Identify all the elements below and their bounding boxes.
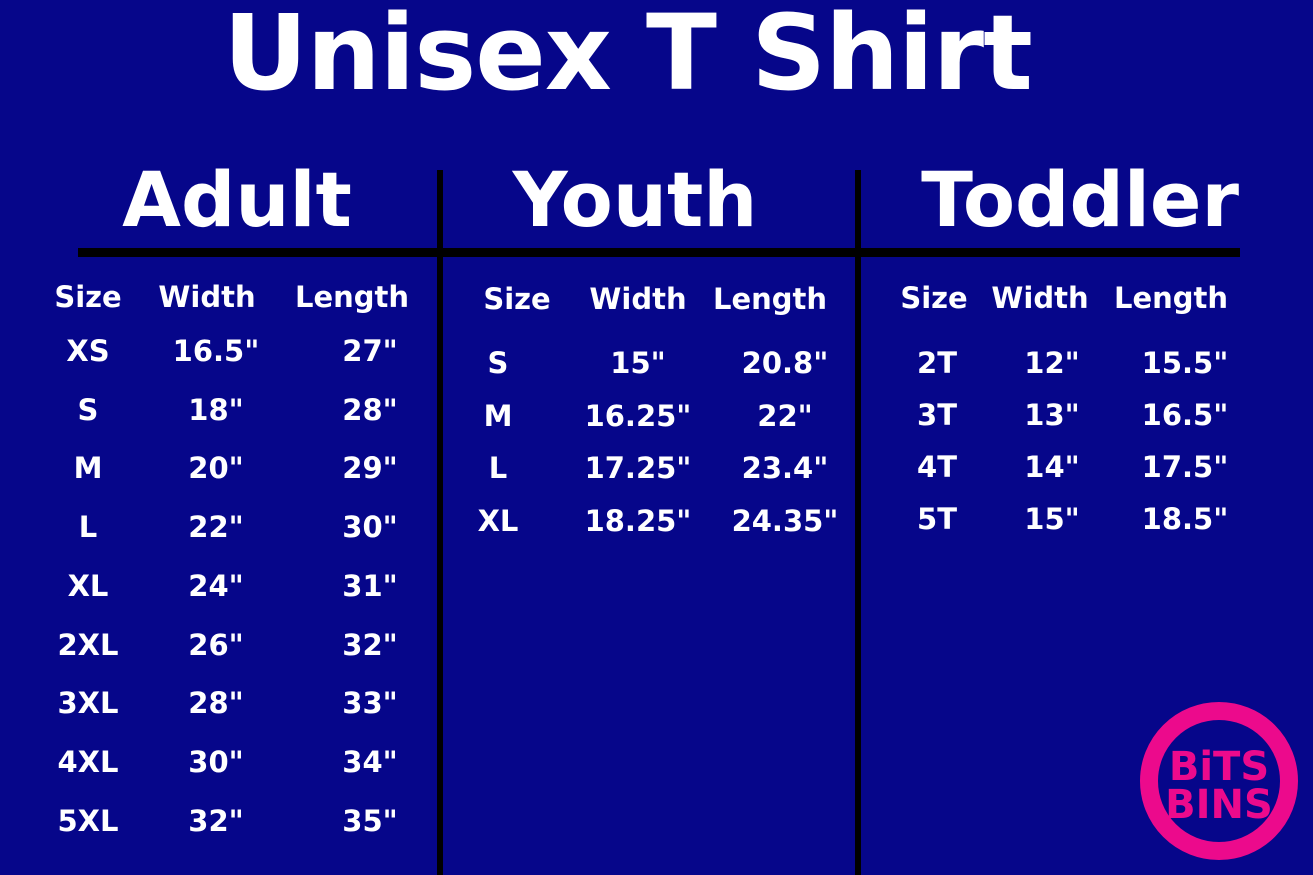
cell-size: 3XL: [57, 686, 119, 721]
bits-bins-logo: BiTS BINS: [1140, 702, 1298, 860]
section-title-toddler: Toddler: [921, 155, 1239, 244]
logo-text-line2: BINS: [1165, 782, 1273, 828]
cell-length: 31": [342, 568, 398, 603]
cell-length: 23.4": [741, 451, 829, 485]
cell-length: 33": [342, 686, 398, 721]
cell-size: 5XL: [57, 803, 119, 838]
cell-size: 3T: [917, 398, 957, 432]
cell-width: 22": [188, 510, 244, 545]
cell-length: 27": [342, 334, 398, 368]
column-header-width: Width: [589, 282, 687, 316]
cell-size: S: [77, 392, 99, 427]
page-title: Unisex T Shirt: [223, 0, 1033, 114]
header-divider: [78, 248, 1240, 257]
column-header-length: Length: [1113, 281, 1229, 315]
cell-length: 32": [342, 627, 398, 662]
column-divider: [855, 170, 861, 875]
cell-width: 18.25": [584, 503, 692, 538]
cell-width: 32": [188, 803, 244, 838]
cell-width: 30": [188, 744, 244, 779]
cell-width: 15": [1024, 502, 1080, 536]
cell-size: 5T: [917, 502, 957, 536]
cell-length: 29": [342, 451, 398, 486]
cell-size: 4T: [917, 450, 957, 484]
cell-size: M: [73, 451, 103, 486]
cell-size: L: [78, 510, 98, 545]
cell-length: 20.8": [741, 346, 829, 380]
cell-width: 16.5": [172, 334, 260, 368]
cell-size: XS: [66, 334, 110, 368]
cell-size: XL: [477, 503, 519, 538]
cell-size: M: [483, 398, 513, 433]
cell-length: 22": [757, 398, 813, 433]
logo-text-line1: BiTS: [1169, 744, 1269, 790]
column-header-width: Width: [158, 280, 256, 314]
cell-width: 13": [1024, 398, 1080, 432]
cell-length: 34": [342, 744, 398, 779]
cell-width: 20": [188, 451, 244, 486]
cell-width: 24": [188, 568, 244, 603]
column-header-length: Length: [712, 282, 828, 316]
cell-width: 16.25": [584, 398, 692, 433]
cell-width: 14": [1024, 450, 1080, 484]
cell-width: 18": [188, 392, 244, 427]
cell-width: 17.25": [584, 451, 692, 485]
cell-width: 15": [610, 346, 666, 380]
column-header-length: Length: [294, 280, 410, 314]
cell-length: 24.35": [731, 503, 839, 538]
cell-length: 16.5": [1141, 398, 1229, 432]
cell-length: 35": [342, 803, 398, 838]
column-header-size: Size: [54, 280, 122, 314]
column-header-size: Size: [900, 281, 968, 315]
cell-width: 12": [1024, 346, 1080, 380]
cell-length: 18.5": [1141, 502, 1229, 536]
column-divider: [437, 170, 443, 875]
cell-size: 2T: [917, 346, 957, 380]
cell-length: 17.5": [1141, 450, 1229, 484]
cell-length: 28": [342, 392, 398, 427]
section-title-adult: Adult: [122, 155, 352, 244]
cell-length: 30": [342, 510, 398, 545]
cell-length: 15.5": [1141, 346, 1229, 380]
section-title-youth: Youth: [512, 155, 758, 244]
cell-size: 4XL: [57, 744, 119, 779]
column-header-width: Width: [991, 281, 1089, 315]
cell-size: S: [487, 346, 509, 380]
cell-size: XL: [67, 568, 109, 603]
column-header-size: Size: [483, 282, 551, 316]
cell-width: 28": [188, 686, 244, 721]
cell-size: 2XL: [57, 627, 119, 662]
cell-size: L: [488, 451, 508, 485]
cell-width: 26": [188, 627, 244, 662]
